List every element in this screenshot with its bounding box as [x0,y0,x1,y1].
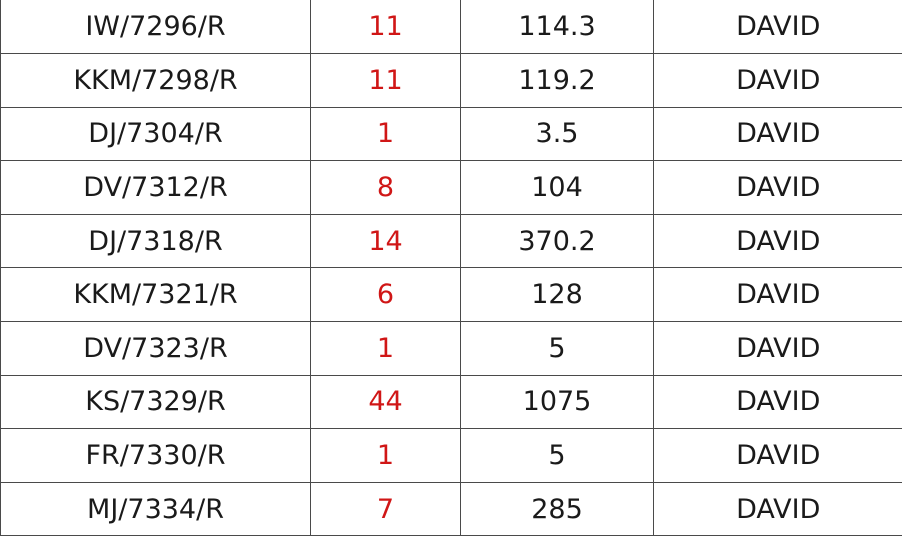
table-row: DJ/7318/R 14 370.2 DAVID [0,214,902,269]
reference-cell[interactable]: KKM/7298/R [0,53,311,108]
count-cell[interactable]: 11 [310,0,461,55]
count-cell[interactable]: 1 [310,107,461,162]
name-cell[interactable]: DAVID [653,0,902,55]
table-row: DV/7323/R 1 5 DAVID [0,321,902,376]
value-cell[interactable]: 128 [460,267,654,323]
reference-cell[interactable]: KKM/7321/R [0,267,311,323]
name-cell[interactable]: DAVID [653,428,902,483]
table-row: KS/7329/R 44 1075 DAVID [0,375,902,430]
table-row: FR/7330/R 1 5 DAVID [0,428,902,483]
value-cell[interactable]: 104 [460,160,654,215]
reference-cell[interactable]: KS/7329/R [0,375,311,430]
value-cell[interactable]: 5 [460,428,654,483]
name-cell[interactable]: DAVID [653,53,902,108]
table-row: KKM/7321/R 6 128 DAVID [0,267,902,323]
value-cell[interactable]: 1075 [460,375,654,430]
name-cell[interactable]: DAVID [653,160,902,215]
value-cell[interactable]: 370.2 [460,214,654,269]
value-cell[interactable]: 285 [460,482,654,536]
name-cell[interactable]: DAVID [653,321,902,376]
table-row: KKM/7298/R 11 119.2 DAVID [0,53,902,108]
name-cell[interactable]: DAVID [653,375,902,430]
count-cell[interactable]: 8 [310,160,461,215]
count-cell[interactable]: 11 [310,53,461,108]
table-row: MJ/7334/R 7 285 DAVID [0,482,902,536]
table-row: IW/7296/R 11 114.3 DAVID [0,0,902,55]
table-row: DV/7312/R 8 104 DAVID [0,160,902,215]
name-cell[interactable]: DAVID [653,267,902,323]
value-cell[interactable]: 114.3 [460,0,654,55]
count-cell[interactable]: 1 [310,321,461,376]
reference-cell[interactable]: DV/7323/R [0,321,311,376]
name-cell[interactable]: DAVID [653,482,902,536]
reference-cell[interactable]: MJ/7334/R [0,482,311,536]
name-cell[interactable]: DAVID [653,107,902,162]
reference-cell[interactable]: IW/7296/R [0,0,311,55]
reference-cell[interactable]: DV/7312/R [0,160,311,215]
reference-cell[interactable]: FR/7330/R [0,428,311,483]
reference-cell[interactable]: DJ/7318/R [0,214,311,269]
count-cell[interactable]: 1 [310,428,461,483]
reference-cell[interactable]: DJ/7304/R [0,107,311,162]
count-cell[interactable]: 14 [310,214,461,269]
value-cell[interactable]: 119.2 [460,53,654,108]
value-cell[interactable]: 3.5 [460,107,654,162]
count-cell[interactable]: 7 [310,482,461,536]
value-cell[interactable]: 5 [460,321,654,376]
count-cell[interactable]: 6 [310,267,461,323]
table-row: DJ/7304/R 1 3.5 DAVID [0,107,902,162]
name-cell[interactable]: DAVID [653,214,902,269]
count-cell[interactable]: 44 [310,375,461,430]
